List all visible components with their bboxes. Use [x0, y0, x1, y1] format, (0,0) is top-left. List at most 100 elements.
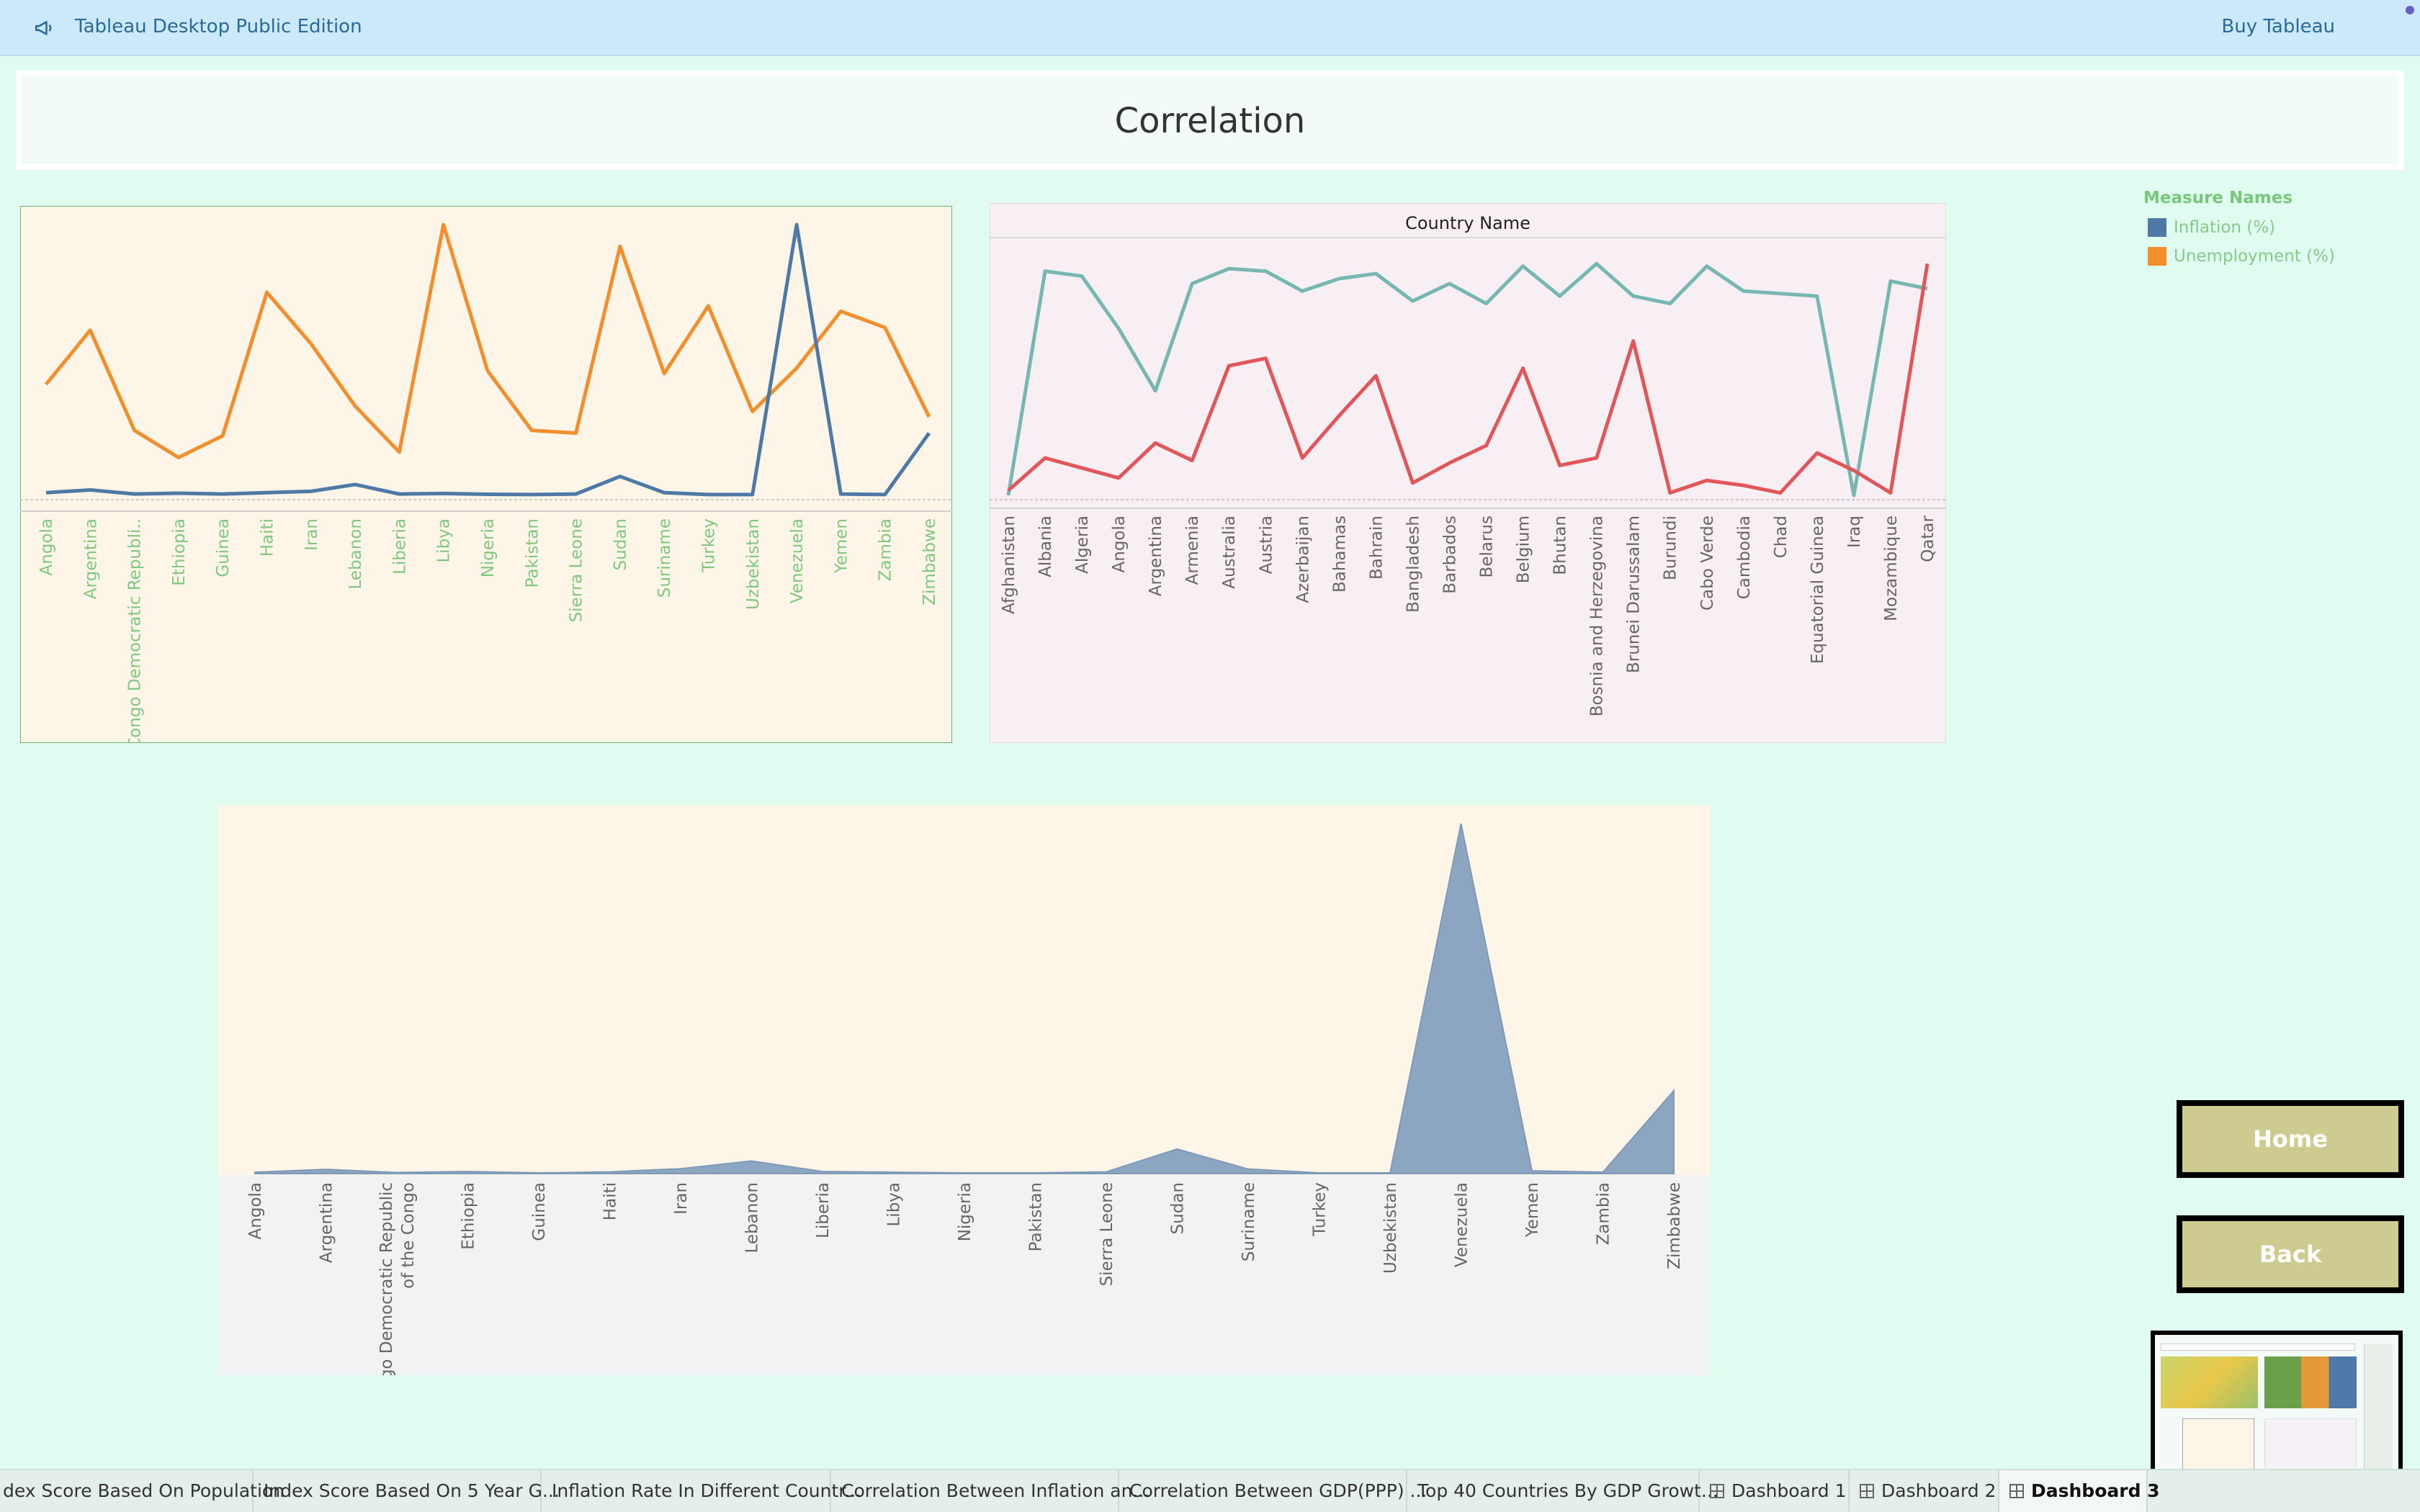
sheet-tab-label: Correlation Between GDP(PPP) ...	[1129, 1480, 1428, 1501]
sheet-tab-inflation-rate-in-different-countr[interactable]: Inflation Rate In Different Countr...	[542, 1470, 861, 1512]
x-tick-label: Liberia	[390, 518, 409, 575]
x-tick-label: Argentina	[1147, 516, 1165, 596]
x-tick-label: Barbados	[1440, 516, 1459, 594]
x-tick-label: Liberia	[814, 1182, 833, 1238]
sheet-tab-label: Dashboard 2	[1881, 1480, 1996, 1501]
x-tick-label: Turkey	[1311, 1182, 1330, 1237]
x-tick-label: Libya	[435, 518, 454, 563]
thumb-chart-lines	[2264, 1418, 2357, 1470]
x-tick-label: Afghanistan	[1000, 516, 1018, 614]
x-tick-label: Venezuela	[788, 518, 807, 603]
chart-country-correlation[interactable]: Country Name Afghanistan Albania Algeria Ang…	[990, 203, 1946, 743]
x-tick-label: Yemen	[1523, 1182, 1542, 1238]
x-tick-label: Azerbaijan	[1294, 516, 1312, 603]
x-tick-label: Uzbekistan	[744, 518, 763, 610]
sheet-tab-label: dex Score Based On Population	[3, 1480, 285, 1501]
x-tick-label: Chad	[1772, 516, 1791, 558]
x-tick-label: Brunei Darussalam	[1625, 516, 1644, 673]
legend: Measure Names Inflation (%) Unemployment…	[2143, 189, 2360, 271]
buy-tableau-link[interactable]: Buy Tableau	[2221, 16, 2335, 37]
legend-label-inflation: Inflation (%)	[2174, 218, 2276, 237]
chart-inflation-area[interactable]: Angola Argentina Congo Democratic Republic…	[218, 805, 1710, 1375]
x-tick-label: Bhutan	[1551, 516, 1570, 575]
x-tick-label: Nigeria	[956, 1182, 974, 1241]
x-tick-label: Bosnia and Herzegovina	[1588, 516, 1607, 716]
thumb-treemap	[2264, 1356, 2357, 1408]
sheet-tab-label: Dashboard 3	[2031, 1480, 2160, 1501]
x-tick-label: Nigeria	[479, 518, 498, 577]
sheet-tab-dashboard-1[interactable]: Dashboard 1	[1700, 1470, 1850, 1512]
x-tick-label: Belarus	[1478, 516, 1497, 577]
x-tick-label: Turkey	[700, 518, 719, 573]
sheet-tab-dex-score-based-on-population[interactable]: dex Score Based On Population	[0, 1470, 284, 1512]
x-tick-label: Iran	[672, 1182, 691, 1215]
x-tick-label: Australia	[1220, 516, 1239, 589]
x-tick-label: Equatorial Guinea	[1809, 516, 1827, 664]
sheet-tab-label: Inflation Rate In Different Countr...	[552, 1480, 862, 1501]
x-axis-band	[218, 1175, 1710, 1375]
x-tick-label: of the Congo	[399, 1182, 418, 1289]
legend-swatch-unemployment	[2148, 247, 2166, 266]
x-tick-label: Guinea	[214, 518, 233, 577]
legend-swatch-inflation	[2148, 218, 2166, 237]
home-button[interactable]: Home	[2177, 1100, 2404, 1178]
sheet-tab-dashboard-2[interactable]: Dashboard 2	[1850, 1470, 1999, 1512]
x-tick-label: Belgium	[1515, 516, 1533, 583]
dashboard-thumbnail-preview[interactable]	[2151, 1331, 2403, 1489]
x-tick-label: Sierra Leone	[568, 518, 586, 622]
chart-background	[20, 206, 952, 743]
x-tick-label: Austria	[1257, 516, 1276, 574]
x-tick-label: Ethiopia	[170, 518, 189, 586]
x-tick-label: Venezuela	[1453, 1182, 1471, 1267]
x-tick-label: Angola	[246, 1182, 265, 1239]
x-tick-label: Albania	[1036, 516, 1055, 577]
thumb-chart-area	[2182, 1418, 2254, 1470]
legend-label-unemployment: Unemployment (%)	[2174, 247, 2335, 266]
dashboard-title-box: Correlation	[16, 71, 2404, 170]
chart-title: Country Name	[1405, 213, 1531, 233]
x-tick-label: Congo Democratic Republi..	[126, 518, 145, 743]
x-tick-label: Zambia	[877, 518, 895, 581]
thumb-map-yellow	[2161, 1356, 2258, 1408]
app-title: Tableau Desktop Public Edition	[75, 16, 362, 37]
back-button[interactable]: Back	[2177, 1215, 2404, 1293]
x-tick-label: Libya	[885, 1182, 904, 1227]
chart-inflation-unemployment-1[interactable]: Angola Argentina Congo Democratic Republi.…	[20, 206, 952, 743]
x-tick-label: Qatar	[1919, 515, 1937, 562]
sheet-tab-top-40-countries-by-gdp-growt[interactable]: Top 40 Countries By GDP Growt...	[1407, 1470, 1718, 1512]
x-tick-label: Ethiopia	[460, 1182, 478, 1250]
x-tick-label: Argentina	[81, 518, 100, 599]
sheet-tab-index-score-based-on-5-year-g[interactable]: Index Score Based On 5 Year G...	[254, 1470, 560, 1512]
series-line-measure-a[interactable]	[1006, 261, 1928, 498]
series-line-inflation[interactable]	[45, 222, 931, 497]
x-tick-label: Armenia	[1183, 516, 1202, 585]
x-tick-label: Suriname	[655, 518, 674, 598]
x-tick-label: Congo Democratic Republic	[377, 1182, 396, 1375]
series-line-measure-b[interactable]	[1007, 263, 1930, 495]
sheet-tab-dashboard-3[interactable]: Dashboard 3	[1999, 1470, 2160, 1512]
x-tick-label: Angola	[37, 518, 56, 575]
x-tick-label: Bahrain	[1367, 516, 1386, 580]
x-tick-label: Bahamas	[1330, 516, 1349, 593]
x-tick-label: Bangladesh	[1404, 516, 1422, 613]
legend-item-inflation[interactable]: Inflation (%)	[2143, 213, 2360, 242]
notification-dot	[2406, 6, 2414, 14]
sheet-tab-correlation-between-inflation-an[interactable]: Correlation Between Inflation an...	[831, 1470, 1150, 1512]
megaphone-icon[interactable]	[33, 16, 58, 40]
x-tick-label: Cambodia	[1735, 516, 1754, 599]
x-tick-label: Haiti	[259, 518, 277, 557]
x-tick-label: Uzbekistan	[1381, 1182, 1400, 1274]
sheet-tab-label: Index Score Based On 5 Year G...	[264, 1480, 560, 1501]
legend-item-unemployment[interactable]: Unemployment (%)	[2143, 242, 2360, 271]
x-tick-label: Pakistan	[523, 518, 542, 588]
x-tick-label: Pakistan	[1027, 1182, 1046, 1251]
sheet-tab-correlation-between-gdp-ppp[interactable]: Correlation Between GDP(PPP) ...	[1119, 1470, 1427, 1512]
x-tick-label: Sudan	[611, 518, 630, 570]
x-tick-label: Lebanon	[743, 1182, 762, 1253]
sheet-tab-bar: dex Score Based On Population Index Score…	[0, 1469, 2420, 1512]
dashboard-title: Correlation	[1114, 101, 1306, 141]
area-series[interactable]	[254, 823, 1675, 1174]
x-tick-label: Sierra Leone	[1098, 1182, 1116, 1286]
thumb-side-panel	[2364, 1344, 2393, 1480]
series-line-unemployment[interactable]	[45, 222, 931, 459]
